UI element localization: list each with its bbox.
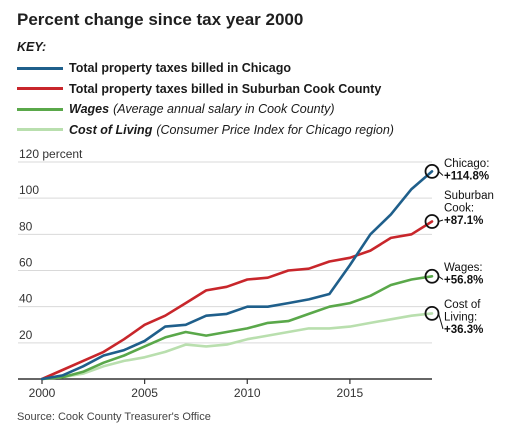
end-label: Suburban	[444, 190, 494, 202]
legend-label-suburban: Total property taxes billed in Suburban …	[69, 81, 382, 96]
end-label-connector	[438, 171, 444, 176]
y-tick-label: 60	[19, 256, 33, 270]
series-line	[40, 220, 434, 381]
legend-label-cost-of-living: Cost of Living	[69, 122, 153, 137]
end-label: Cost of	[444, 299, 481, 311]
legend-label-chicago: Total property taxes billed in Chicago	[69, 61, 292, 76]
end-label-connector	[438, 219, 444, 222]
legend-desc-wages: (Average annual salary in Cook County)	[113, 102, 335, 117]
series-line	[40, 274, 434, 381]
end-label: Living:	[444, 312, 477, 324]
end-label-connector	[438, 313, 444, 330]
legend-label-wages: Wages	[69, 102, 110, 117]
legend-desc-cost-of-living: (Consumer Price Index for Chicago region…	[156, 122, 394, 137]
y-tick-label: 20	[19, 328, 33, 342]
legend-swatch-wages	[17, 107, 63, 111]
chart-title: Percent change since tax year 2000	[17, 10, 304, 29]
end-label: Chicago:	[444, 158, 489, 170]
end-label: +87.1%	[444, 215, 483, 227]
end-label-connector	[438, 275, 444, 280]
legend-item-wages: Wages (Average annual salary in Cook Cou…	[17, 99, 394, 120]
legend-key-label: KEY:	[17, 40, 47, 54]
series-line	[40, 170, 434, 381]
x-tick-label: 2000	[29, 386, 56, 400]
source-note: Source: Cook County Treasurer's Office	[17, 411, 211, 423]
y-tick-label: 100	[19, 183, 39, 197]
legend-swatch-chicago	[17, 66, 63, 70]
legend-item-chicago: Total property taxes billed in Chicago	[17, 58, 394, 79]
y-tick-label: 40	[19, 292, 33, 306]
legend: Total property taxes billed in Chicago T…	[17, 58, 394, 140]
legend-item-suburban: Total property taxes billed in Suburban …	[17, 79, 394, 100]
end-label: +36.3%	[444, 324, 483, 336]
series-line	[40, 312, 434, 381]
end-label: +114.8%	[444, 171, 489, 183]
end-label: Wages:	[444, 262, 483, 274]
end-label: Cook:	[444, 203, 474, 215]
legend-swatch-suburban	[17, 87, 63, 91]
x-tick-label: 2015	[337, 386, 364, 400]
legend-swatch-cost-of-living	[17, 128, 63, 132]
x-tick-label: 2010	[234, 386, 261, 400]
legend-item-cost-of-living: Cost of Living (Consumer Price Index for…	[17, 120, 394, 141]
x-tick-label: 2005	[131, 386, 158, 400]
end-label: +56.8%	[444, 275, 483, 287]
y-tick-label: 80	[19, 219, 33, 233]
y-tick-label: 120 percent	[19, 147, 83, 161]
